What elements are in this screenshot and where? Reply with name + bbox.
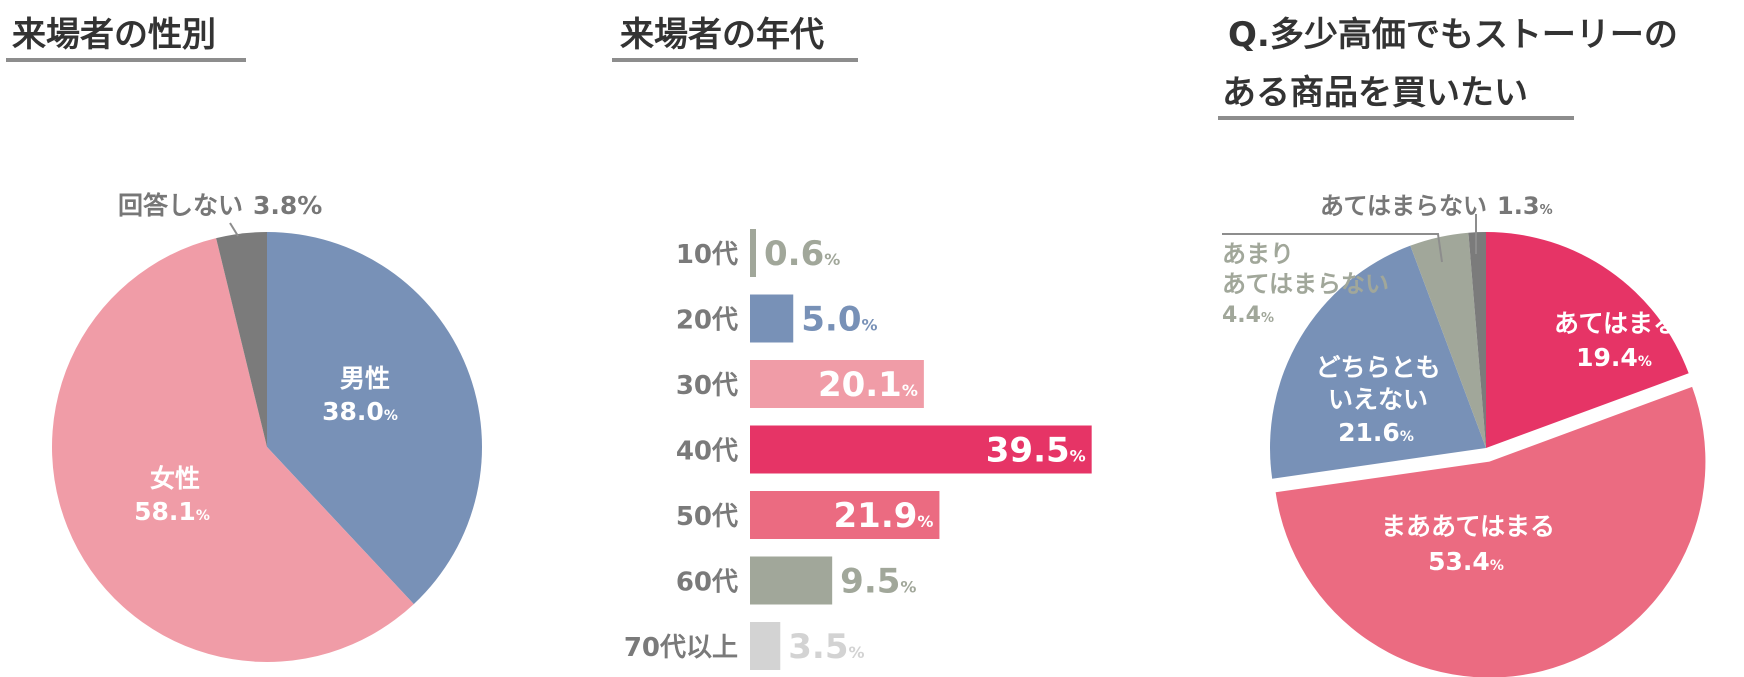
age-data-value-3: 39.5 <box>986 431 1070 471</box>
gender-male-unit: % <box>384 408 398 424</box>
story-label-somewhat-disagree-line1: あまり <box>1222 240 1294 268</box>
story-somewhat-disagree-leader <box>1222 233 1443 263</box>
gender-female-unit: % <box>196 508 210 524</box>
story-neutral-unit: % <box>1400 429 1414 445</box>
story-chart-title-line2: ある商品を買いたい <box>1222 73 1528 113</box>
age-bar-5 <box>750 556 833 605</box>
age-data-label-0: 0.6% <box>764 234 840 274</box>
story-pie-slice-1 <box>1275 386 1706 677</box>
story-disagree-value: 1.3 <box>1497 192 1540 220</box>
age-tick-label-3: 40代 <box>676 437 738 467</box>
age-data-label-2: 20.1% <box>818 365 918 405</box>
age-bar-0 <box>750 229 756 277</box>
gender-female-value: 58.1 <box>134 497 196 526</box>
gender-title-underline <box>6 58 246 62</box>
gender-no-answer-label: 回答しない <box>118 191 243 220</box>
age-data-value-5: 9.5 <box>840 562 900 602</box>
age-data-unit-5: % <box>900 578 916 597</box>
story-agree-value: 19.4 <box>1576 343 1638 372</box>
gender-no-answer-leader <box>229 222 239 237</box>
age-bar-2 <box>750 360 924 408</box>
age-data-value-4: 21.9 <box>834 496 918 536</box>
story-somewhat-agree-unit: % <box>1490 558 1504 574</box>
age-data-unit-2: % <box>902 381 918 400</box>
story-pie <box>1270 232 1706 677</box>
story-pie-slice-4 <box>1468 232 1486 448</box>
gender-no-answer-value: 3.8% <box>253 191 322 220</box>
gender-pie <box>52 232 483 663</box>
age-tick-label-6: 70代以上 <box>624 633 738 663</box>
story-label-neutral-line1: どちらとも <box>1315 353 1440 382</box>
age-chart-title: 来場者の年代 <box>620 15 824 55</box>
age-data-unit-0: % <box>824 250 840 269</box>
age-data-unit-6: % <box>849 643 865 662</box>
gender-pie-slice-0 <box>267 232 483 605</box>
age-data-value-0: 0.6 <box>764 234 824 274</box>
age-data-label-5: 9.5% <box>840 562 916 602</box>
age-data-unit-4: % <box>917 512 933 531</box>
story-label-neutral-line2: いえない <box>1328 385 1428 414</box>
gender-chart-title: 来場者の性別 <box>12 15 216 55</box>
story-title-underline <box>1218 116 1574 120</box>
age-tick-label-1: 20代 <box>676 306 738 336</box>
story-value-neutral: 21.6% <box>1338 418 1414 447</box>
age-tick-label-4: 50代 <box>676 502 738 532</box>
gender-slice-label-no-answer: 回答しない 3.8% <box>118 191 322 220</box>
age-tick-label-0: 10代 <box>676 240 738 270</box>
age-bar-1 <box>750 294 794 343</box>
story-value-somewhat-agree: 53.4% <box>1428 547 1504 576</box>
age-data-label-6: 3.5% <box>788 627 864 667</box>
gender-pie-slice-1 <box>52 238 414 663</box>
story-agree-unit: % <box>1638 354 1652 370</box>
story-somewhat-agree-value: 53.4 <box>1428 547 1490 576</box>
gender-slice-value-male: 38.0% <box>322 397 398 426</box>
age-data-label-4: 21.9% <box>834 496 934 536</box>
story-label-somewhat-disagree-line2: あてはまらない <box>1222 270 1389 298</box>
age-bar-chart: 10代 0.6% 20代 5.0% 30代 20.1% 40代 39.5% 50代 21.9% 60… <box>624 229 1092 670</box>
gender-slice-label-female: 女性 <box>150 464 200 493</box>
gender-male-value: 38.0 <box>322 397 384 426</box>
age-data-value-2: 20.1 <box>818 365 902 405</box>
story-pie-slice-2 <box>1270 245 1486 479</box>
age-data-label-3: 39.5% <box>986 431 1086 471</box>
age-title-underline <box>612 58 858 62</box>
age-data-value-6: 3.5 <box>788 627 848 667</box>
story-label-agree: あてはまる <box>1554 309 1678 338</box>
gender-pie-slice-2 <box>216 232 267 447</box>
story-pie-slice-3 <box>1410 232 1486 448</box>
age-tick-label-2: 30代 <box>676 371 738 401</box>
age-bar-4 <box>750 491 940 539</box>
age-data-value-1: 5.0 <box>801 300 861 340</box>
gender-slice-value-female: 58.1% <box>134 497 210 526</box>
story-label-somewhat-agree: まああてはまる <box>1381 512 1555 541</box>
story-value-somewhat-disagree: 4.4% <box>1222 303 1274 328</box>
story-chart-title-line1: Q.多少高価でもストーリーの <box>1228 15 1678 55</box>
age-tick-label-5: 60代 <box>676 568 738 598</box>
age-data-unit-3: % <box>1070 447 1086 466</box>
story-pie-slice-0 <box>1486 232 1689 448</box>
story-neutral-value: 21.6 <box>1338 418 1400 447</box>
age-bar-3 <box>750 425 1092 474</box>
story-value-agree: 19.4% <box>1576 343 1652 372</box>
age-data-unit-1: % <box>861 316 877 335</box>
age-bar-6 <box>750 622 781 670</box>
gender-slice-label-male: 男性 <box>340 364 390 393</box>
story-label-disagree: あてはまらない 1.3% <box>1320 192 1553 220</box>
story-disagree-unit: % <box>1540 203 1553 218</box>
story-somewhat-disagree-value: 4.4 <box>1222 303 1261 328</box>
story-disagree-label: あてはまらない <box>1320 192 1487 220</box>
age-data-label-1: 5.0% <box>801 300 877 340</box>
story-somewhat-disagree-unit: % <box>1261 311 1274 326</box>
